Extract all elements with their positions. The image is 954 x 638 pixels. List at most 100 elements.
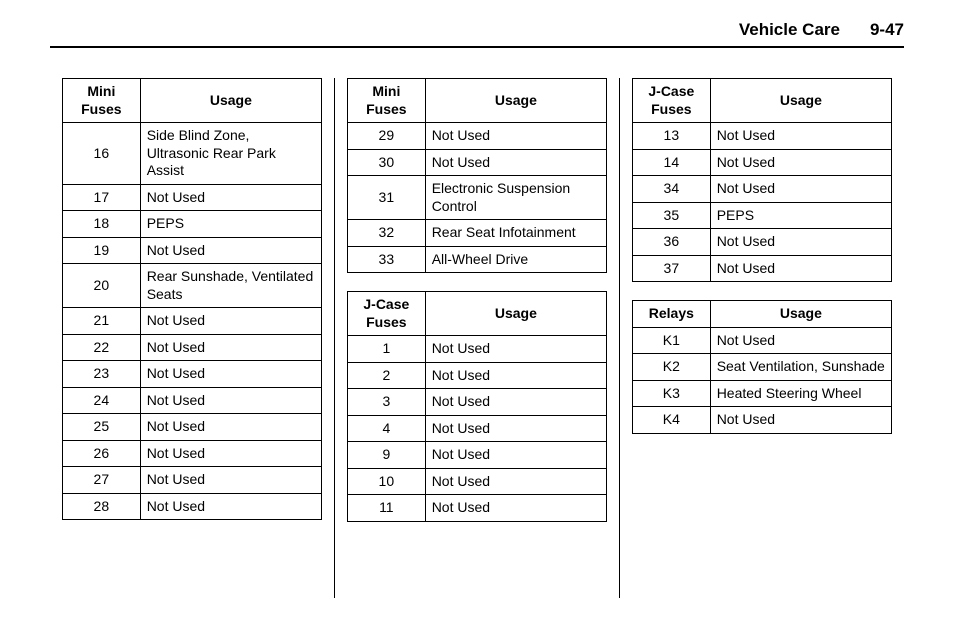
fuse-usage: Electronic Suspension Control — [425, 176, 606, 220]
fuse-usage: PEPS — [140, 211, 321, 238]
col-header: J-Case Fuses — [348, 292, 426, 336]
fuse-number: 27 — [63, 467, 141, 494]
table-row: 30Not Used — [348, 149, 607, 176]
col-header: J-Case Fuses — [633, 79, 711, 123]
fuse-number: 11 — [348, 495, 426, 522]
fuse-number: 32 — [348, 220, 426, 247]
fuse-number: 31 — [348, 176, 426, 220]
fuse-number: 23 — [63, 361, 141, 388]
col-header: Usage — [425, 292, 606, 336]
fuse-number: 2 — [348, 362, 426, 389]
fuse-number: 14 — [633, 149, 711, 176]
page-number: 9-47 — [870, 20, 904, 40]
col-header: Mini Fuses — [348, 79, 426, 123]
fuse-usage: Side Blind Zone, Ultrasonic Rear Park As… — [140, 123, 321, 185]
content-columns: Mini Fuses Usage 16Side Blind Zone, Ultr… — [50, 78, 904, 598]
fuse-number: 36 — [633, 229, 711, 256]
col-header: Usage — [425, 79, 606, 123]
table-row: K1Not Used — [633, 327, 892, 354]
col-header: Usage — [710, 301, 891, 328]
fuse-number: 16 — [63, 123, 141, 185]
table-row: 37Not Used — [633, 255, 892, 282]
table-row: 33All-Wheel Drive — [348, 246, 607, 273]
table-row: 28Not Used — [63, 493, 322, 520]
table-row: K2Seat Ventilation, Sunshade — [633, 354, 892, 381]
fuse-number: 9 — [348, 442, 426, 469]
table-row: 25Not Used — [63, 414, 322, 441]
jcase-fuses-table-2: J-Case Fuses Usage 13Not Used14Not Used3… — [632, 78, 892, 282]
fuse-number: 10 — [348, 468, 426, 495]
fuse-number: K3 — [633, 380, 711, 407]
column-1: Mini Fuses Usage 16Side Blind Zone, Ultr… — [50, 78, 335, 598]
fuse-usage: Not Used — [425, 362, 606, 389]
table-row: 1Not Used — [348, 336, 607, 363]
table-row: 13Not Used — [633, 123, 892, 150]
table-row: 18PEPS — [63, 211, 322, 238]
fuse-usage: Not Used — [140, 361, 321, 388]
section-title: Vehicle Care — [739, 20, 840, 40]
table-row: 3Not Used — [348, 389, 607, 416]
table-row: 2Not Used — [348, 362, 607, 389]
fuse-number: 18 — [63, 211, 141, 238]
fuse-usage: All-Wheel Drive — [425, 246, 606, 273]
fuse-usage: Not Used — [425, 389, 606, 416]
table-row: 27Not Used — [63, 467, 322, 494]
table-row: 10Not Used — [348, 468, 607, 495]
fuse-number: 17 — [63, 184, 141, 211]
fuse-number: 3 — [348, 389, 426, 416]
fuse-usage: Not Used — [710, 123, 891, 150]
table-row: K4Not Used — [633, 407, 892, 434]
fuse-number: K1 — [633, 327, 711, 354]
fuse-usage: Not Used — [710, 407, 891, 434]
table-row: 11Not Used — [348, 495, 607, 522]
table-row: 16Side Blind Zone, Ultrasonic Rear Park … — [63, 123, 322, 185]
col-header: Mini Fuses — [63, 79, 141, 123]
fuse-number: 28 — [63, 493, 141, 520]
fuse-usage: Not Used — [140, 308, 321, 335]
fuse-number: 34 — [633, 176, 711, 203]
fuse-usage: Not Used — [425, 336, 606, 363]
table-row: 22Not Used — [63, 334, 322, 361]
fuse-number: 13 — [633, 123, 711, 150]
relays-table: Relays Usage K1Not UsedK2Seat Ventilatio… — [632, 300, 892, 434]
fuse-usage: Not Used — [140, 414, 321, 441]
mini-fuses-table-2: Mini Fuses Usage 29Not Used30Not Used31E… — [347, 78, 607, 273]
fuse-usage: Not Used — [140, 237, 321, 264]
table-row: 29Not Used — [348, 123, 607, 150]
fuse-usage: Not Used — [140, 493, 321, 520]
table-row: 34Not Used — [633, 176, 892, 203]
fuse-usage: Not Used — [425, 149, 606, 176]
table-row: 14Not Used — [633, 149, 892, 176]
fuse-usage: Rear Sunshade, Ventilated Seats — [140, 264, 321, 308]
fuse-usage: Not Used — [140, 440, 321, 467]
table-row: 21Not Used — [63, 308, 322, 335]
table-row: 24Not Used — [63, 387, 322, 414]
fuse-usage: Not Used — [710, 149, 891, 176]
fuse-usage: Rear Seat Infotainment — [425, 220, 606, 247]
fuse-usage: Not Used — [425, 442, 606, 469]
fuse-usage: Not Used — [710, 327, 891, 354]
fuse-usage: Not Used — [710, 229, 891, 256]
fuse-number: 21 — [63, 308, 141, 335]
table-row: 9Not Used — [348, 442, 607, 469]
fuse-usage: Not Used — [140, 184, 321, 211]
fuse-usage: Not Used — [710, 176, 891, 203]
fuse-number: 22 — [63, 334, 141, 361]
table-row: 26Not Used — [63, 440, 322, 467]
fuse-number: K2 — [633, 354, 711, 381]
fuse-usage: Not Used — [425, 495, 606, 522]
fuse-number: 19 — [63, 237, 141, 264]
jcase-fuses-table-1: J-Case Fuses Usage 1Not Used2Not Used3No… — [347, 291, 607, 522]
fuse-usage: Not Used — [140, 467, 321, 494]
fuse-number: K4 — [633, 407, 711, 434]
fuse-usage: Not Used — [140, 334, 321, 361]
fuse-usage: Not Used — [140, 387, 321, 414]
table-row: 36Not Used — [633, 229, 892, 256]
fuse-number: 1 — [348, 336, 426, 363]
column-3: J-Case Fuses Usage 13Not Used14Not Used3… — [620, 78, 904, 452]
fuse-usage: PEPS — [710, 202, 891, 229]
table-row: 31Electronic Suspension Control — [348, 176, 607, 220]
column-2: Mini Fuses Usage 29Not Used30Not Used31E… — [335, 78, 620, 598]
table-row: 17Not Used — [63, 184, 322, 211]
fuse-usage: Not Used — [425, 415, 606, 442]
